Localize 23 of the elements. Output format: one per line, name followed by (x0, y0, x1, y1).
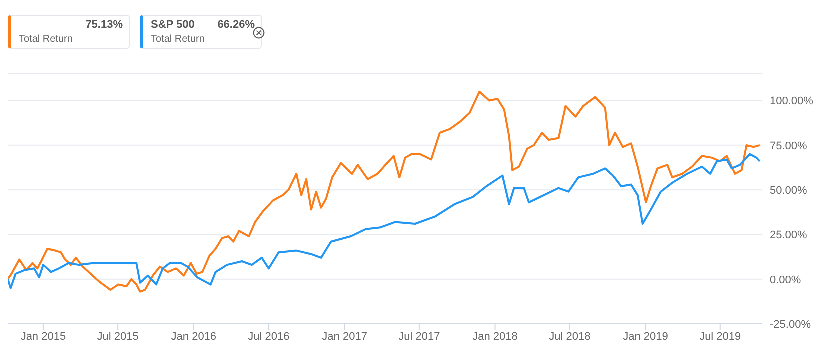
x-tick-label: Jan 2019 (623, 330, 668, 343)
y-tick-label: -25.00% (770, 318, 812, 331)
y-tick-label: 75.00% (770, 140, 808, 152)
x-tick-label: Jul 2016 (248, 330, 290, 343)
x-tick-label: Jul 2015 (97, 330, 139, 343)
x-tick-label: Jul 2017 (398, 330, 440, 343)
line-series (8, 153, 761, 290)
x-tick-label: Jan 2018 (472, 330, 518, 343)
x-tick-label: Jan 2017 (322, 330, 368, 343)
text: S&P 500 (151, 19, 195, 31)
x-tick-label: Jan 2016 (171, 330, 217, 343)
text: 75.13% (86, 19, 123, 31)
y-tick-label: 100.00% (770, 96, 814, 108)
text: Total Return (151, 34, 206, 45)
line-series (8, 90, 761, 293)
text: 66.26% (218, 19, 255, 31)
y-tick-label: 50.00% (770, 184, 808, 197)
x-tick-label: Jan 2015 (20, 330, 66, 343)
y-tick-label: 0.00% (770, 274, 802, 286)
y-tick-label: 25.00% (770, 230, 808, 242)
x-tick-label: Jul 2019 (700, 330, 742, 343)
text: Total Return (19, 34, 74, 45)
x-tick-label: Jul 2018 (549, 330, 591, 343)
